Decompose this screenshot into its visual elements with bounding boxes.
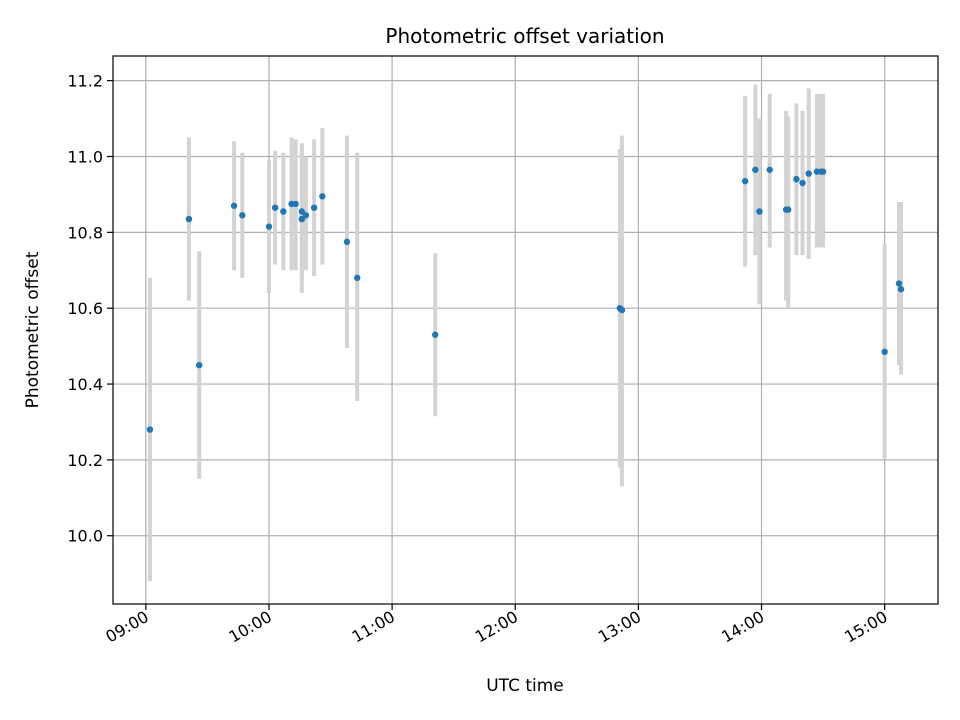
y-tick-label: 11.2	[67, 72, 103, 91]
chart-title: Photometric offset variation	[385, 24, 664, 48]
y-axis-label: Photometric offset	[23, 251, 43, 408]
grid	[113, 56, 938, 604]
y-tick-label: 10.6	[67, 299, 103, 318]
data-point	[292, 200, 299, 208]
data-point	[432, 331, 439, 338]
data-point	[298, 215, 306, 223]
data-point	[618, 306, 626, 314]
data-point	[756, 208, 763, 215]
data-point	[784, 206, 792, 213]
data-point	[752, 166, 759, 173]
y-tick-label: 11.0	[67, 147, 103, 166]
plot-frame	[112, 55, 939, 605]
data-point	[265, 223, 273, 230]
data-point	[793, 176, 800, 183]
data-point	[895, 280, 903, 287]
y-tick-label: 10.2	[67, 451, 103, 470]
data-point	[881, 348, 888, 356]
data-point	[819, 168, 827, 175]
data-point	[799, 179, 806, 187]
data-point	[230, 202, 238, 209]
y-tick-label: 10.4	[67, 375, 103, 394]
y-tick-label: 10.8	[67, 223, 103, 242]
data-point	[310, 204, 318, 211]
data-point	[766, 166, 773, 173]
data-point	[741, 177, 749, 185]
data-point	[185, 215, 193, 223]
x-axis-label: UTC time	[486, 676, 564, 696]
data-point	[805, 170, 812, 177]
data-point	[897, 286, 905, 293]
data-point	[271, 204, 279, 211]
data-point	[354, 274, 361, 282]
data-point	[195, 361, 203, 369]
data-point	[280, 208, 287, 215]
data-point	[146, 426, 154, 433]
data-point	[343, 238, 351, 246]
data-point	[298, 208, 306, 215]
y-tick-label: 10.0	[67, 527, 103, 546]
data-point	[319, 193, 326, 200]
data-points	[146, 166, 905, 433]
data-point	[239, 212, 246, 219]
data-point	[302, 212, 310, 219]
